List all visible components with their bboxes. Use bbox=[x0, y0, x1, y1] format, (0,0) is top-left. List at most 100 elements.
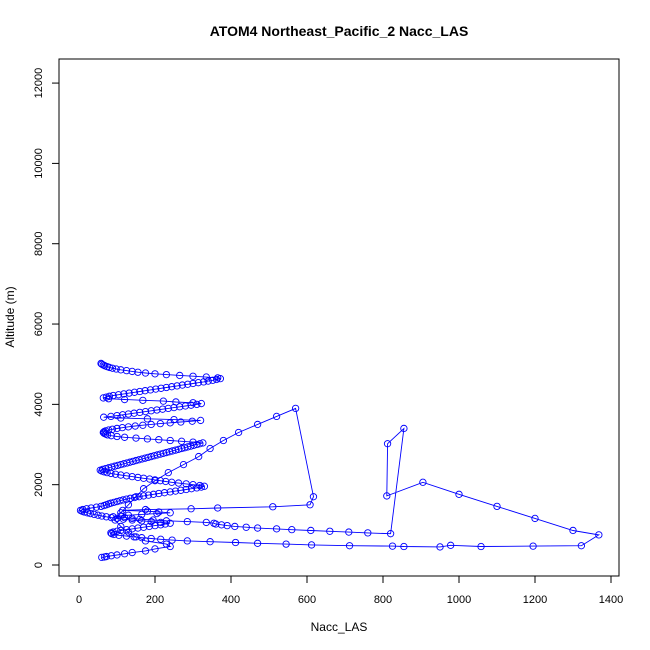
data-point bbox=[128, 472, 136, 481]
y-axis-label: Altitude (m) bbox=[3, 286, 17, 347]
data-point bbox=[144, 491, 153, 499]
data-point bbox=[195, 452, 203, 461]
data-point bbox=[160, 489, 169, 497]
data-point bbox=[151, 521, 159, 530]
data-point bbox=[345, 528, 353, 536]
data-point bbox=[189, 481, 197, 489]
data-point bbox=[197, 483, 206, 491]
data-point bbox=[139, 474, 148, 482]
data-point bbox=[92, 503, 101, 511]
data-point bbox=[309, 493, 318, 501]
data-point bbox=[156, 477, 164, 485]
x-tick-label: 400 bbox=[222, 594, 240, 606]
data-point bbox=[98, 553, 106, 562]
data-point bbox=[214, 504, 222, 512]
data-point bbox=[386, 530, 395, 538]
data-point bbox=[269, 503, 277, 511]
data-point bbox=[157, 535, 165, 543]
data-point bbox=[383, 440, 392, 448]
data-point bbox=[595, 531, 603, 539]
data-point bbox=[97, 502, 105, 511]
data-point bbox=[153, 509, 161, 518]
data-point bbox=[242, 523, 250, 531]
data-point bbox=[112, 365, 120, 373]
data-point bbox=[115, 531, 123, 539]
x-tick-label: 800 bbox=[374, 594, 392, 606]
data-point bbox=[111, 470, 120, 478]
data-point bbox=[128, 367, 136, 376]
data-point bbox=[166, 436, 174, 445]
data-point bbox=[172, 398, 180, 406]
data-point bbox=[120, 390, 128, 398]
data-point bbox=[104, 426, 113, 434]
data-point bbox=[130, 493, 139, 502]
data-point bbox=[146, 386, 155, 394]
data-point bbox=[436, 543, 444, 551]
series-layer bbox=[76, 359, 603, 562]
data-point bbox=[98, 512, 106, 520]
data-point bbox=[189, 399, 197, 407]
data-point bbox=[189, 379, 197, 388]
data-point bbox=[184, 380, 192, 388]
y-tick-label: 4000 bbox=[33, 392, 45, 416]
data-point bbox=[141, 505, 150, 514]
data-point bbox=[170, 415, 178, 424]
data-point bbox=[383, 492, 391, 500]
data-point bbox=[176, 371, 184, 380]
data-point bbox=[212, 520, 220, 528]
data-point bbox=[90, 510, 98, 519]
data-point bbox=[97, 359, 105, 368]
data-point bbox=[182, 480, 190, 488]
data-point bbox=[139, 485, 148, 493]
data-point bbox=[178, 381, 187, 389]
data-point bbox=[152, 385, 160, 393]
data-point bbox=[113, 514, 121, 523]
y-tick-label: 10000 bbox=[33, 148, 45, 179]
data-point bbox=[132, 533, 140, 541]
data-point bbox=[253, 524, 262, 532]
data-point bbox=[157, 518, 165, 527]
data-point bbox=[145, 522, 153, 531]
data-point bbox=[94, 511, 102, 519]
data-point bbox=[149, 490, 158, 498]
data-point bbox=[122, 472, 131, 480]
data-point bbox=[120, 395, 129, 404]
data-point bbox=[156, 419, 164, 428]
data-point bbox=[141, 369, 150, 377]
data-point bbox=[419, 478, 427, 486]
data-point bbox=[107, 552, 115, 560]
data-point bbox=[569, 526, 577, 535]
x-tick-label: 200 bbox=[146, 594, 164, 606]
x-tick-label: 1400 bbox=[599, 594, 623, 606]
data-point bbox=[132, 434, 140, 442]
data-point bbox=[181, 402, 190, 410]
data-point bbox=[117, 526, 125, 535]
data-point bbox=[117, 366, 125, 374]
data-point bbox=[128, 516, 136, 524]
x-tick-label: 1000 bbox=[447, 594, 471, 606]
data-point bbox=[136, 408, 144, 417]
data-point bbox=[183, 517, 191, 526]
data-point bbox=[577, 542, 586, 550]
data-point bbox=[171, 487, 180, 495]
data-point bbox=[117, 509, 125, 517]
data-point bbox=[196, 481, 204, 490]
data-point bbox=[531, 514, 539, 523]
data-point bbox=[153, 406, 161, 414]
data-point bbox=[529, 542, 537, 550]
data-point bbox=[272, 525, 281, 533]
data-point bbox=[194, 379, 202, 387]
data-point bbox=[126, 494, 134, 502]
data-point bbox=[223, 521, 231, 530]
data-point bbox=[477, 542, 485, 551]
data-point bbox=[187, 401, 195, 409]
data-point bbox=[231, 538, 240, 547]
y-axis: 0 2000 4000 6000 8000 10000 12000 bbox=[33, 68, 60, 568]
data-point bbox=[234, 428, 243, 437]
data-point bbox=[134, 473, 142, 482]
data-point bbox=[101, 427, 110, 435]
data-point bbox=[388, 542, 397, 550]
data-point bbox=[108, 364, 117, 372]
data-point bbox=[189, 438, 197, 446]
data-point bbox=[173, 382, 181, 390]
